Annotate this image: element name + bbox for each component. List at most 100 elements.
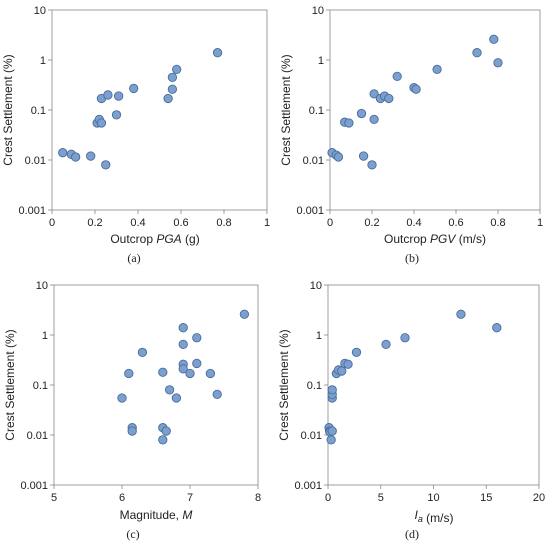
data-point	[337, 366, 347, 376]
data-point	[185, 368, 195, 379]
data-point	[327, 385, 337, 395]
data-point	[137, 347, 148, 357]
y-tick-label: 0.001	[18, 205, 46, 217]
x-tick-label: 0	[327, 217, 333, 229]
data-point	[71, 152, 81, 162]
x-axis-title: Ia (m/s)	[414, 508, 453, 525]
x-tick-label: 15	[480, 492, 492, 504]
plot-frame	[53, 284, 259, 486]
x-axis-title: Outcrop PGV (m/s)	[384, 232, 486, 246]
y-axis-title: Crest Settlement (%)	[277, 329, 291, 440]
y-tick-label: 10	[34, 5, 46, 17]
x-tick-label: 5	[51, 492, 57, 504]
x-axis-title-part: (g)	[182, 232, 200, 246]
x-tick-label: 5	[378, 492, 384, 504]
x-tick-label: 7	[187, 492, 193, 504]
data-point	[164, 385, 175, 395]
data-point	[101, 160, 111, 170]
y-tick-label: 0.01	[303, 155, 324, 167]
x-tick-label: 20	[533, 492, 545, 504]
y-tick-label: 0.1	[309, 105, 324, 117]
y-tick-label: 0.01	[27, 430, 48, 442]
data-point	[327, 426, 337, 436]
data-point	[129, 83, 139, 94]
plot-frame	[327, 284, 540, 486]
y-tick-label: 1	[316, 330, 322, 342]
data-point	[400, 333, 410, 343]
data-point	[358, 151, 369, 161]
x-tick-label: 10	[427, 492, 439, 504]
data-point	[171, 393, 182, 403]
data-point	[326, 435, 336, 445]
x-axis-title-part: I	[414, 508, 418, 522]
data-point	[456, 309, 466, 319]
data-point	[493, 58, 503, 68]
x-axis-title-part: Outcrop	[384, 232, 430, 246]
plot-frame	[51, 9, 268, 211]
data-point	[96, 118, 107, 128]
y-axis-title: Crest Settlement (%)	[1, 54, 15, 165]
data-point	[161, 426, 171, 436]
y-tick-label: 0.001	[20, 480, 48, 492]
x-tick-label: 0.6	[448, 217, 463, 229]
x-tick-label: 0.8	[490, 217, 505, 229]
data-point	[124, 368, 134, 379]
x-tick-label: 0.4	[130, 217, 145, 229]
data-point	[158, 435, 168, 445]
data-point	[167, 84, 178, 94]
data-point	[333, 152, 344, 162]
data-point	[492, 323, 502, 333]
data-point	[351, 347, 362, 357]
y-axis-title: Crest Settlement (%)	[279, 54, 293, 165]
y-tick-label: 0.001	[296, 205, 324, 217]
x-tick-label: 0.4	[406, 217, 421, 229]
data-point	[167, 72, 178, 82]
data-point	[432, 64, 442, 75]
chart-panel-1: 0.001 0.01 0.1 1 10 0 0.2 0.4 0.6 0.8 1 Crest Settl…	[1, 5, 270, 265]
x-axis-title-part: a	[418, 514, 423, 524]
panel-label: (d)	[405, 527, 419, 541]
data-point	[489, 34, 499, 44]
data-point	[381, 339, 391, 350]
x-tick-label: 0.6	[173, 217, 188, 229]
x-tick-label: 0.8	[216, 217, 231, 229]
data-point	[369, 89, 379, 99]
x-tick-label: 6	[119, 492, 125, 504]
y-axis-title: Crest Settlement (%)	[3, 329, 17, 440]
y-tick-label: 0.01	[25, 155, 46, 167]
y-tick-label: 1	[318, 55, 324, 67]
y-tick-label: 0.1	[31, 105, 46, 117]
x-axis-title: Magnitude, M	[120, 508, 193, 522]
chart-panel-2: 0.001 0.01 0.1 1 10 0 0.2 0.4 0.6 0.8 1 Crest Settl…	[279, 5, 543, 265]
data-point	[192, 358, 202, 369]
data-point	[212, 389, 222, 400]
data-point	[367, 160, 377, 170]
data-point	[111, 110, 122, 120]
x-tick-label: 8	[255, 492, 261, 504]
x-axis-title-part: PGA	[156, 232, 181, 246]
data-point	[212, 48, 223, 58]
data-point	[356, 108, 367, 119]
data-point	[172, 64, 182, 75]
data-point	[239, 309, 250, 319]
x-tick-label: 1	[537, 217, 543, 229]
y-tick-label: 0.01	[301, 430, 322, 442]
x-axis-title-part: (m/s)	[455, 232, 486, 246]
data-point	[58, 148, 68, 158]
x-axis-title-part: PGV	[430, 232, 456, 246]
data-point	[86, 151, 96, 161]
x-axis-title-part: Outcrop	[110, 232, 156, 246]
y-tick-label: 10	[310, 280, 322, 292]
y-tick-label: 10	[36, 280, 48, 292]
data-point	[117, 393, 127, 403]
data-point	[369, 114, 379, 125]
data-point	[384, 93, 394, 104]
y-tick-label: 1	[42, 330, 48, 342]
x-axis-title-part: (m/s)	[423, 511, 454, 525]
data-point	[192, 333, 202, 343]
x-tick-label: 1	[264, 217, 270, 229]
x-axis-title-part: Magnitude,	[120, 508, 183, 522]
y-tick-label: 0.001	[294, 480, 322, 492]
data-point	[472, 48, 482, 58]
